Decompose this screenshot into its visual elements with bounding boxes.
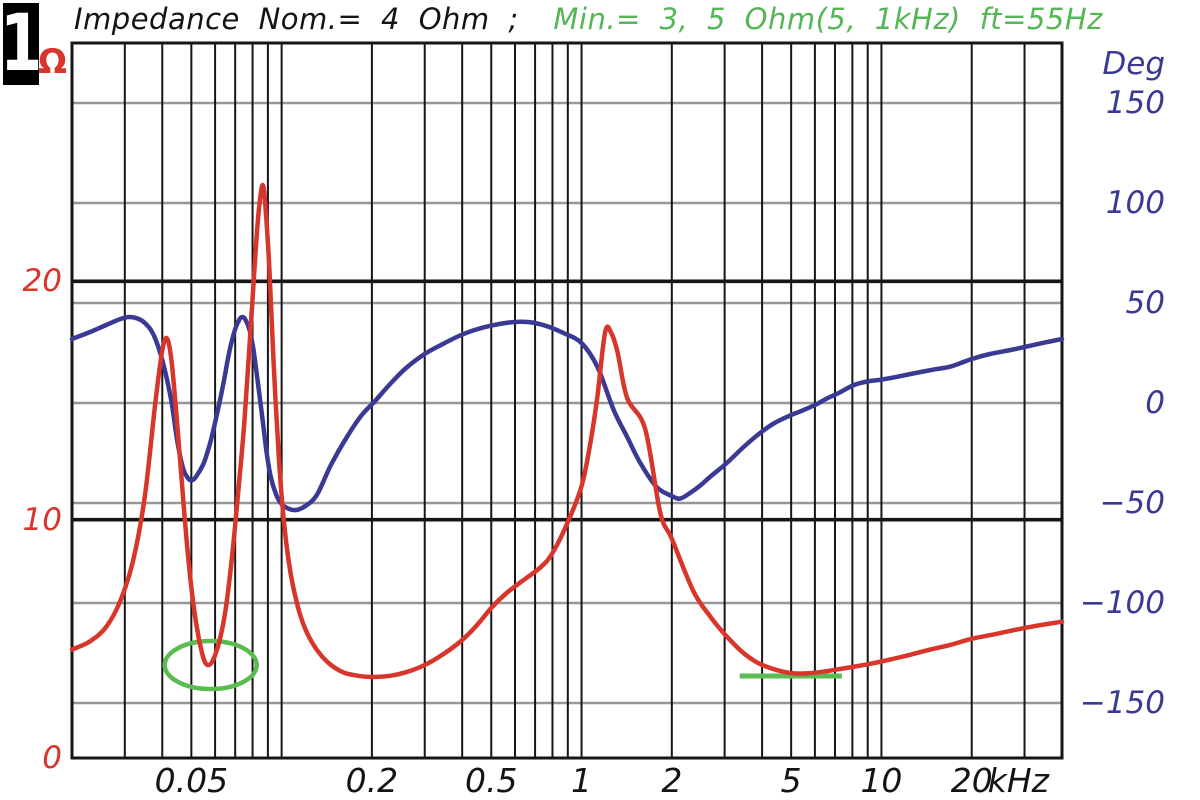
right-tick-label: 100 bbox=[1105, 185, 1165, 221]
right-tick-label: −100 bbox=[1079, 585, 1165, 621]
x-tick-label: 20 bbox=[950, 761, 993, 800]
chart-title-nominal: Impedance Nom.= 4 Ohm ; bbox=[74, 2, 519, 36]
x-tick-label: 1 bbox=[571, 761, 593, 800]
figure-number-badge: 1 bbox=[3, 3, 39, 85]
right-tick-label: −50 bbox=[1099, 485, 1165, 521]
left-tick-label: 0 bbox=[42, 740, 62, 776]
x-axis-unit-khz: kHz bbox=[987, 761, 1049, 800]
x-tick-label: 0.5 bbox=[465, 761, 518, 800]
right-tick-label: −150 bbox=[1079, 685, 1165, 721]
right-axis-unit-deg: Deg bbox=[1102, 46, 1165, 82]
x-tick-label: 5 bbox=[780, 761, 802, 800]
chart-title-minimum: Min.= 3, 5 Ohm(5, 1kHz) ft=55Hz bbox=[553, 2, 1103, 36]
x-tick-label: 10 bbox=[860, 761, 903, 800]
right-tick-label: 150 bbox=[1105, 85, 1165, 121]
x-tick-label: 0.05 bbox=[154, 761, 229, 800]
impedance-curve bbox=[69, 182, 1065, 680]
right-tick-label: 50 bbox=[1125, 285, 1165, 321]
x-tick-label: 0.2 bbox=[345, 761, 399, 800]
figure-number: 1 bbox=[3, 3, 39, 85]
left-tick-label: 20 bbox=[22, 263, 62, 300]
x-tick-label: 2 bbox=[661, 761, 683, 800]
left-axis-unit-ohm: Ω bbox=[38, 42, 67, 82]
chart-title: Impedance Nom.= 4 Ohm ; Min.= 3, 5 Ohm(5… bbox=[74, 2, 1103, 36]
plot-border bbox=[70, 41, 1064, 760]
right-tick-label: 0 bbox=[1145, 385, 1165, 421]
phase-curve bbox=[69, 314, 1065, 513]
min-ellipse-annotation bbox=[162, 638, 259, 692]
left-tick-label: 10 bbox=[22, 501, 62, 538]
